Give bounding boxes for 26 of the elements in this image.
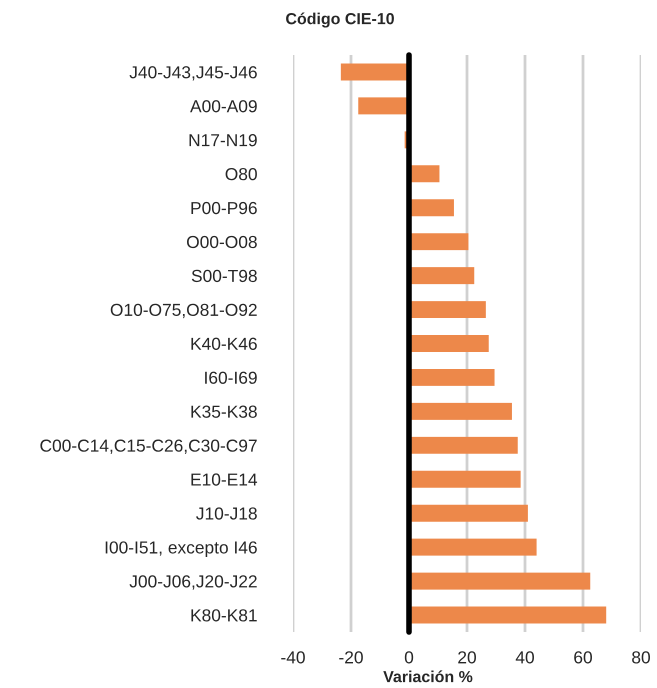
- y-tick-label: S00-T98: [192, 270, 257, 282]
- x-tick-label: 0: [404, 651, 414, 664]
- y-tick-label: P00-P96: [191, 202, 257, 214]
- y-tick-label: J00-J06,J20-J22: [130, 575, 257, 590]
- x-tick-label: 60: [574, 651, 592, 664]
- chart-title: Código CIE-10: [286, 12, 394, 28]
- y-tick-label: J40-J43,J45-J46: [130, 66, 257, 80]
- y-tick-label: O10-O75,O81-O92: [110, 304, 257, 318]
- x-tick-label: -40: [281, 651, 305, 664]
- y-tick-label: J10-J18: [196, 507, 257, 520]
- x-tick-label: 40: [516, 651, 534, 664]
- y-tick-label: K35-K38: [191, 406, 257, 418]
- y-tick-label: K80-K81: [191, 609, 257, 622]
- y-tick-label: I60-I69: [205, 372, 257, 384]
- y-tick-label: O80: [226, 168, 257, 180]
- y-tick-label: A00-A09: [190, 100, 257, 112]
- x-axis-title: Variación %: [383, 670, 472, 682]
- y-tick-label: C00-C14,C15-C26,C30-C97: [40, 439, 257, 454]
- y-tick-label: N17-N19: [190, 134, 257, 146]
- y-tick-label: K40-K46: [191, 338, 257, 350]
- y-tick-label: E10-E14: [191, 473, 258, 486]
- x-tick-label: -20: [339, 651, 363, 664]
- y-tick-label: I00-I51, excepto I46: [106, 541, 257, 558]
- y-tick-label: O00-O08: [187, 236, 257, 248]
- x-tick-label: 20: [458, 651, 476, 664]
- x-tick-label: 80: [632, 651, 650, 664]
